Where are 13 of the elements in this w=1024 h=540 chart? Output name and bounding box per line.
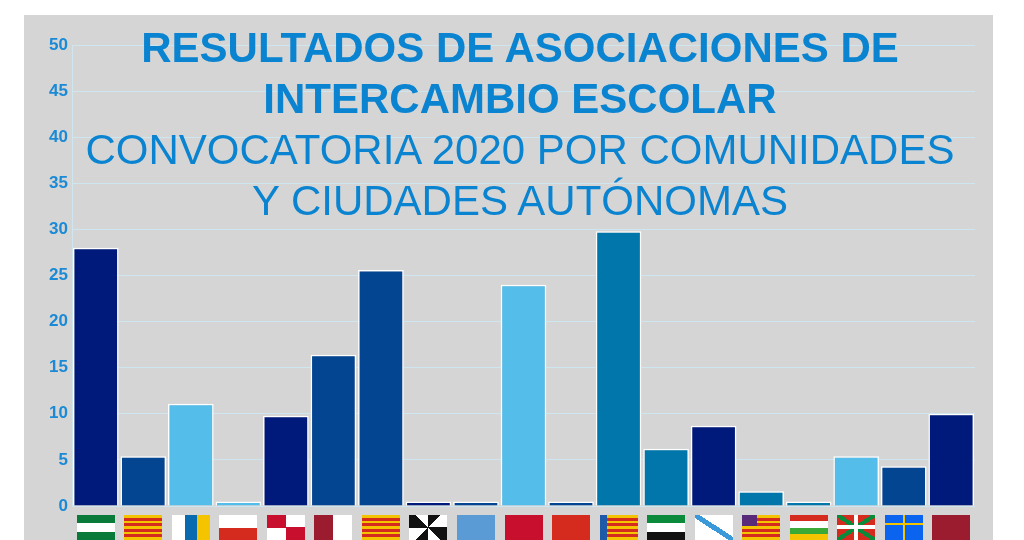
- y-tick-label: 35: [49, 172, 68, 192]
- text: CONVOCATORIA 2020 POR COMUNIDADES Y CIUDADES AUTÓNOMAS: [84, 125, 956, 226]
- y-tick-label: 25: [49, 265, 68, 285]
- y-tick-label: 5: [58, 449, 68, 469]
- chart-title: RESULTADOS DE ASOCIACIONES DE INTERCAMBIO ESCOLAR: [140, 23, 900, 124]
- y-tick-label: 40: [49, 126, 68, 146]
- y-tick-label: 30: [49, 219, 68, 239]
- y-tick-label: 15: [49, 357, 68, 377]
- y-tick-label: 45: [49, 80, 68, 100]
- y-tick-label: 10: [49, 403, 68, 423]
- y-tick-label: 50: [49, 34, 68, 54]
- y-tick-label: 20: [49, 311, 68, 331]
- y-tick-label: 0: [58, 495, 68, 515]
